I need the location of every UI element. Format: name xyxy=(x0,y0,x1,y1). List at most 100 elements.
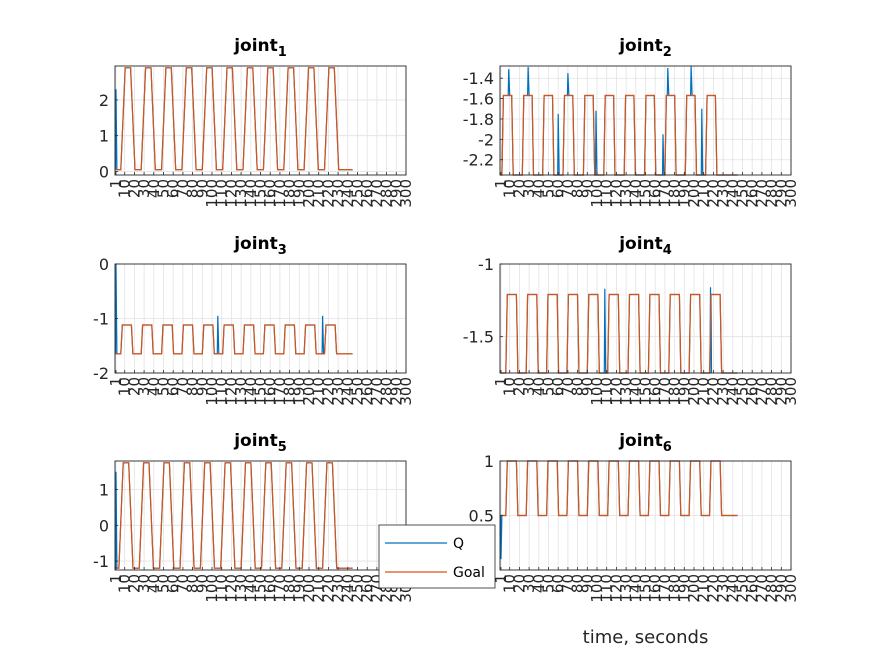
x-tick-label: 150 xyxy=(637,179,655,208)
x-tick-label: 50 xyxy=(540,179,558,198)
x-tick-label: 280 xyxy=(378,377,396,406)
x-tick-label: 300 xyxy=(782,179,800,208)
x-tick-label: 1 xyxy=(107,377,125,387)
x-tick-label: 80 xyxy=(184,574,202,593)
x-tick-label: 70 xyxy=(174,377,192,396)
x-tick-label: 10 xyxy=(116,179,134,198)
subplot-joint-5: -101110203040506070809010011012013014015… xyxy=(93,431,415,603)
x-tick-label: 90 xyxy=(193,377,211,396)
x-tick-label: 80 xyxy=(184,179,202,198)
series-goal-line xyxy=(500,293,738,374)
y-tick-label: 1 xyxy=(484,452,494,471)
x-tick-label: 120 xyxy=(222,377,240,406)
x-tick-label: 140 xyxy=(627,179,645,208)
x-tick-label: 150 xyxy=(637,574,655,603)
x-tick-label: 100 xyxy=(203,377,221,406)
x-tick-label: 150 xyxy=(252,179,270,208)
x-tick-label: 140 xyxy=(627,377,645,406)
x-tick-label: 1 xyxy=(107,574,125,584)
x-tick-label: 140 xyxy=(242,179,260,208)
x-tick-label: 280 xyxy=(763,574,781,603)
subplot-title: joint6 xyxy=(618,431,672,455)
y-tick-label: 1 xyxy=(99,127,109,146)
x-tick-label: 70 xyxy=(559,377,577,396)
x-tick-label: 130 xyxy=(232,574,250,603)
x-tick-label: 90 xyxy=(193,179,211,198)
y-tick-label: -1 xyxy=(478,255,494,274)
subplot-joint-2: -2.2-2-1.8-1.6-1.41102030405060708090100… xyxy=(463,36,800,208)
x-tick-label: 170 xyxy=(271,377,289,406)
x-tick-label: 100 xyxy=(588,179,606,208)
x-tick-label: 110 xyxy=(598,179,616,208)
x-tick-label: 190 xyxy=(290,377,308,406)
y-tick-label: -1 xyxy=(93,552,109,571)
x-tick-label: 170 xyxy=(656,179,674,208)
x-tick-label: 220 xyxy=(319,377,337,406)
x-tick-label: 240 xyxy=(339,179,357,208)
x-tick-label: 50 xyxy=(155,574,173,593)
x-tick-label: 70 xyxy=(174,574,192,593)
x-tick-label: 60 xyxy=(549,179,567,198)
x-tick-label: 300 xyxy=(397,377,415,406)
subplot-joint-1: 0121102030405060708090100110120130140150… xyxy=(99,36,415,208)
y-tick-label: 0 xyxy=(99,255,109,274)
x-tick-label: 260 xyxy=(358,574,376,603)
x-tick-label: 270 xyxy=(753,179,771,208)
subplot-title: joint3 xyxy=(233,234,287,258)
x-tick-label: 200 xyxy=(300,574,318,603)
y-tick-label: -1.5 xyxy=(463,328,494,347)
x-axis-label: time, seconds xyxy=(583,627,709,648)
x-tick-label: 170 xyxy=(271,179,289,208)
x-tick-label: 280 xyxy=(763,377,781,406)
x-tick-label: 120 xyxy=(222,179,240,208)
x-tick-label: 230 xyxy=(329,574,347,603)
x-tick-label: 180 xyxy=(281,574,299,603)
subplot-title: joint5 xyxy=(233,431,287,455)
x-tick-label: 10 xyxy=(116,574,134,593)
x-tick-label: 210 xyxy=(310,179,328,208)
x-tick-label: 160 xyxy=(261,377,279,406)
subplot-title: joint1 xyxy=(233,36,287,60)
x-tick-label: 210 xyxy=(695,179,713,208)
x-tick-label: 170 xyxy=(271,574,289,603)
x-tick-label: 300 xyxy=(397,179,415,208)
x-tick-label: 150 xyxy=(637,377,655,406)
x-tick-label: 160 xyxy=(646,574,664,603)
x-tick-label: 210 xyxy=(695,574,713,603)
x-tick-label: 240 xyxy=(724,377,742,406)
x-tick-label: 220 xyxy=(319,574,337,603)
x-tick-label: 80 xyxy=(184,377,202,396)
x-tick-label: 300 xyxy=(782,377,800,406)
x-tick-label: 20 xyxy=(510,377,528,396)
x-tick-label: 280 xyxy=(763,179,781,208)
x-tick-label: 50 xyxy=(155,377,173,396)
x-tick-label: 260 xyxy=(743,179,761,208)
x-tick-label: 220 xyxy=(704,574,722,603)
x-tick-label: 230 xyxy=(714,574,732,603)
y-tick-label: 0.5 xyxy=(469,507,494,526)
x-tick-label: 170 xyxy=(656,377,674,406)
x-tick-label: 200 xyxy=(685,179,703,208)
x-tick-label: 1 xyxy=(492,574,510,584)
x-tick-label: 280 xyxy=(378,179,396,208)
x-tick-label: 40 xyxy=(530,179,548,198)
x-tick-label: 90 xyxy=(193,574,211,593)
x-tick-label: 290 xyxy=(772,179,790,208)
x-tick-label: 100 xyxy=(588,574,606,603)
x-tick-label: 100 xyxy=(203,179,221,208)
x-tick-label: 290 xyxy=(387,179,405,208)
x-tick-label: 160 xyxy=(646,179,664,208)
y-tick-label: 1 xyxy=(99,481,109,500)
x-tick-label: 110 xyxy=(213,377,231,406)
series-goal-line xyxy=(115,324,353,355)
series-goal-line xyxy=(500,94,738,176)
x-tick-label: 90 xyxy=(578,377,596,396)
x-tick-label: 110 xyxy=(598,377,616,406)
x-tick-label: 40 xyxy=(145,574,163,593)
x-tick-label: 210 xyxy=(310,574,328,603)
x-tick-label: 130 xyxy=(617,179,635,208)
x-tick-label: 60 xyxy=(549,377,567,396)
x-tick-label: 240 xyxy=(339,377,357,406)
x-tick-label: 10 xyxy=(501,377,519,396)
x-tick-label: 60 xyxy=(164,179,182,198)
